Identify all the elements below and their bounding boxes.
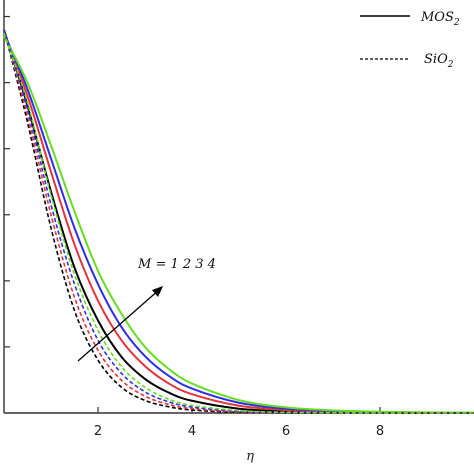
series-line-sio2-m1	[3, 29, 474, 414]
annotation-arrow	[77, 288, 161, 362]
series-line-sio2-m2	[3, 29, 474, 414]
x-tick-label-0: 2	[94, 424, 102, 439]
x-axis-title: η	[246, 449, 254, 464]
series-line-mos2-m3	[3, 32, 474, 414]
series-line-mos2-m1	[3, 29, 474, 415]
series-line-mos2-m4	[3, 35, 474, 414]
annotation-label: M = 1 2 3 4	[137, 257, 216, 272]
legend: MOS2 SiO2	[360, 10, 460, 70]
x-tick-label-1: 4	[188, 424, 196, 439]
y-ticks	[4, 15, 10, 348]
series-line-sio2-m3	[3, 29, 474, 414]
x-tick-label-2: 6	[282, 424, 290, 439]
trend-annotation: M = 1 2 3 4	[77, 257, 216, 362]
series-line-sio2-m4	[3, 32, 474, 414]
series-layer	[3, 29, 474, 415]
legend-label-mos2: MOS2	[420, 10, 460, 28]
series-line-mos2-m2	[3, 32, 474, 414]
x-tick-label-3: 8	[376, 424, 384, 439]
legend-label-sio2: SiO2	[424, 52, 454, 70]
annotation-arrowhead	[152, 286, 163, 297]
